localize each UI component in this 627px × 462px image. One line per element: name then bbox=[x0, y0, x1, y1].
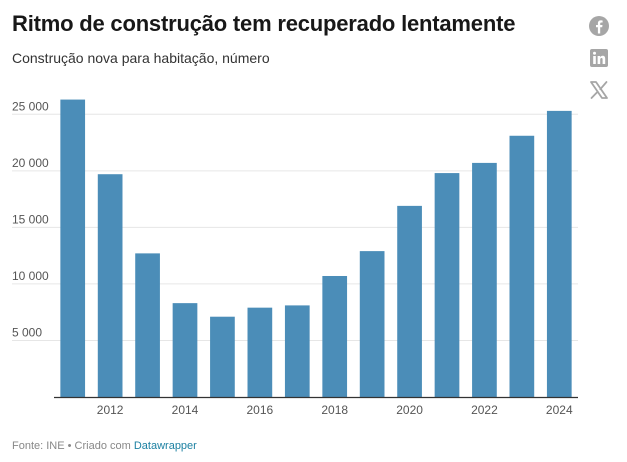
y-tick-label: 20 000 bbox=[12, 156, 49, 170]
bars bbox=[60, 99, 572, 397]
bar-2021[interactable] bbox=[434, 173, 460, 397]
bar-2019[interactable] bbox=[359, 251, 385, 397]
bar-2015[interactable] bbox=[210, 316, 235, 397]
chart-subtitle: Construção nova para habitação, número bbox=[12, 50, 270, 66]
bar-2024[interactable] bbox=[546, 110, 572, 397]
bar-2023[interactable] bbox=[509, 135, 535, 397]
x-twitter-icon bbox=[590, 81, 608, 99]
y-tick-label: 15 000 bbox=[12, 212, 49, 226]
facebook-icon bbox=[589, 16, 609, 36]
x-share-button[interactable] bbox=[588, 79, 610, 101]
datawrapper-link[interactable]: Datawrapper bbox=[133, 440, 197, 452]
bar-2018[interactable] bbox=[322, 275, 348, 397]
x-tick-label: 2016 bbox=[247, 403, 274, 417]
x-axis-tick-labels: 2012 2014 2016 2018 2020 2022 2024 bbox=[97, 403, 573, 417]
x-tick-label: 2022 bbox=[471, 403, 498, 417]
x-tick-label: 2020 bbox=[396, 403, 423, 417]
y-axis-tick-labels: 5 000 10 000 15 000 20 000 25 000 bbox=[12, 99, 49, 339]
bar-2013[interactable] bbox=[135, 253, 160, 397]
bar-2017[interactable] bbox=[284, 305, 310, 397]
bar-2016[interactable] bbox=[247, 307, 273, 397]
x-tick-label: 2018 bbox=[321, 403, 348, 417]
bar-2011[interactable] bbox=[60, 99, 86, 397]
linkedin-share-button[interactable] bbox=[588, 47, 610, 69]
x-tick-label: 2014 bbox=[172, 403, 199, 417]
facebook-share-button[interactable] bbox=[588, 15, 610, 37]
footer: Fonte: INE • Criado com Datawrapper bbox=[12, 440, 197, 452]
source-text: Fonte: INE • Criado com bbox=[12, 440, 131, 452]
bar-2012[interactable] bbox=[97, 174, 123, 397]
chart-title: Ritmo de construção tem recuperado lenta… bbox=[12, 11, 516, 36]
x-tick-label: 2012 bbox=[97, 403, 124, 417]
x-tick-label: 2024 bbox=[546, 403, 573, 417]
linkedin-icon bbox=[590, 49, 608, 67]
bar-2022[interactable] bbox=[472, 162, 497, 397]
y-tick-label: 10 000 bbox=[12, 269, 49, 283]
y-tick-label: 25 000 bbox=[12, 99, 49, 113]
y-tick-label: 5 000 bbox=[12, 325, 42, 339]
bar-2020[interactable] bbox=[397, 205, 422, 397]
bar-2014[interactable] bbox=[172, 303, 198, 397]
